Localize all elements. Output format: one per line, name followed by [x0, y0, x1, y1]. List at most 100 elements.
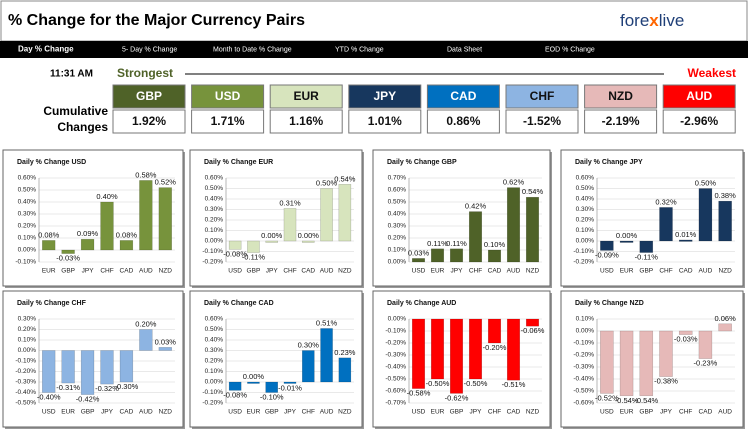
x-tick-label: CHF — [679, 409, 692, 416]
y-tick-label: 0.20% — [18, 326, 37, 333]
bar — [468, 318, 483, 380]
y-tick-label: 0.20% — [205, 217, 224, 224]
tab[interactable]: Month to Date % Change — [213, 46, 292, 53]
data-label: 0.40% — [96, 192, 118, 201]
page-title: % Change for the Major Currency Pairs — [8, 12, 305, 29]
data-label: 0.58% — [135, 170, 157, 179]
data-label: 0.51% — [316, 318, 338, 327]
bar — [119, 240, 134, 251]
data-label: -0.03% — [56, 254, 80, 263]
data-label: -0.52% — [595, 393, 619, 402]
bar — [487, 249, 502, 263]
x-tick-label: USD — [228, 268, 242, 275]
bar — [100, 350, 114, 385]
y-tick-label: 0.00% — [205, 238, 224, 245]
currency-box — [112, 84, 186, 109]
bar — [338, 357, 352, 383]
chart-title: Daily % Change JPY — [575, 159, 643, 166]
currency-change: -2.19% — [602, 114, 640, 128]
currency-name: USD — [215, 89, 241, 103]
y-tick-label: -0.60% — [573, 400, 594, 407]
bar — [525, 196, 540, 263]
data-label: -0.30% — [115, 382, 139, 391]
y-tick-label: 0.10% — [18, 337, 37, 344]
y-tick-label: 0.60% — [205, 316, 224, 323]
y-tick-label: 0.10% — [576, 316, 595, 323]
y-tick-label: -0.60% — [385, 388, 406, 395]
bar — [468, 211, 483, 263]
x-tick-label: GBP — [450, 409, 464, 416]
y-tick-label: 0.50% — [388, 199, 407, 206]
x-tick-label: NZD — [159, 268, 173, 275]
data-label: 0.31% — [279, 198, 301, 207]
x-tick-label: JPY — [101, 409, 114, 416]
tab[interactable]: Data Sheet — [447, 46, 482, 53]
y-tick-label: 0.60% — [205, 175, 224, 182]
tab[interactable]: YTD % Change — [335, 46, 384, 53]
bar — [430, 248, 445, 263]
data-label: -0.50% — [464, 379, 488, 388]
panel — [189, 290, 363, 428]
data-label: 0.00% — [243, 372, 265, 381]
x-tick-label: GBP — [247, 268, 261, 275]
change-box — [269, 109, 343, 134]
bar — [619, 240, 634, 243]
change-box — [662, 109, 736, 134]
y-tick-label: 0.00% — [18, 247, 37, 254]
chart-panel: Daily % Change CHF-0.50%-0.40%-0.30%-0.2… — [2, 290, 185, 429]
y-tick-label: 0.20% — [576, 217, 595, 224]
data-label: 0.50% — [316, 178, 338, 187]
row-label: Cumulative — [43, 104, 108, 118]
bar — [600, 240, 614, 251]
currency-change: 1.01% — [368, 114, 402, 128]
data-label: 0.11% — [427, 239, 448, 248]
x-tick-label: CAD — [301, 268, 315, 275]
bar — [265, 240, 278, 243]
data-label: -0.54% — [634, 396, 658, 405]
x-tick-label: AUD — [139, 268, 153, 275]
bar — [139, 180, 153, 251]
bar — [718, 200, 732, 242]
y-tick-label: -0.20% — [202, 259, 223, 266]
y-tick-label: 0.30% — [18, 211, 37, 218]
currency-box — [426, 84, 500, 109]
tab[interactable]: EOD % Change — [545, 46, 595, 53]
y-tick-label: -0.30% — [573, 364, 594, 371]
data-label: 0.00% — [261, 231, 283, 240]
x-tick-label: EUR — [42, 268, 56, 275]
x-tick-label: EUR — [620, 268, 634, 275]
bar — [449, 248, 464, 263]
y-tick-label: 0.00% — [576, 238, 595, 245]
bar — [525, 318, 540, 327]
y-tick-label: 0.00% — [18, 347, 37, 354]
bar — [265, 381, 278, 393]
tab[interactable]: 5- Day % Change — [122, 46, 177, 53]
currency-change: 1.71% — [211, 114, 245, 128]
bar — [487, 318, 502, 344]
data-label: -0.08% — [223, 390, 247, 399]
data-label: 0.03% — [408, 248, 430, 257]
logo-part: fore — [620, 11, 649, 30]
logo-part: live — [659, 11, 685, 30]
x-tick-label: CHF — [488, 409, 501, 416]
y-tick-label: -0.50% — [385, 376, 406, 383]
x-tick-label: JPY — [82, 268, 95, 275]
x-tick-label: AUD — [320, 268, 334, 275]
data-label: -0.32% — [95, 384, 119, 393]
data-label: -0.20% — [483, 343, 507, 352]
x-tick-label: NZD — [526, 268, 540, 275]
y-tick-label: -0.40% — [15, 389, 36, 396]
chart-title: Daily % Change AUD — [387, 300, 456, 307]
bar — [659, 330, 673, 377]
y-tick-label: 0.10% — [18, 235, 37, 242]
y-tick-label: -0.10% — [385, 328, 406, 335]
bar — [302, 350, 315, 383]
x-tick-label: GBP — [81, 409, 95, 416]
x-tick-label: AUD — [699, 268, 713, 275]
tab[interactable]: Day % Change — [18, 45, 74, 54]
data-label: -0.10% — [260, 392, 284, 401]
data-label: 0.52% — [155, 178, 177, 187]
chart-title: Daily % Change USD — [17, 159, 86, 166]
y-tick-label: 0.50% — [205, 185, 224, 192]
data-label: -0.11% — [242, 253, 266, 262]
